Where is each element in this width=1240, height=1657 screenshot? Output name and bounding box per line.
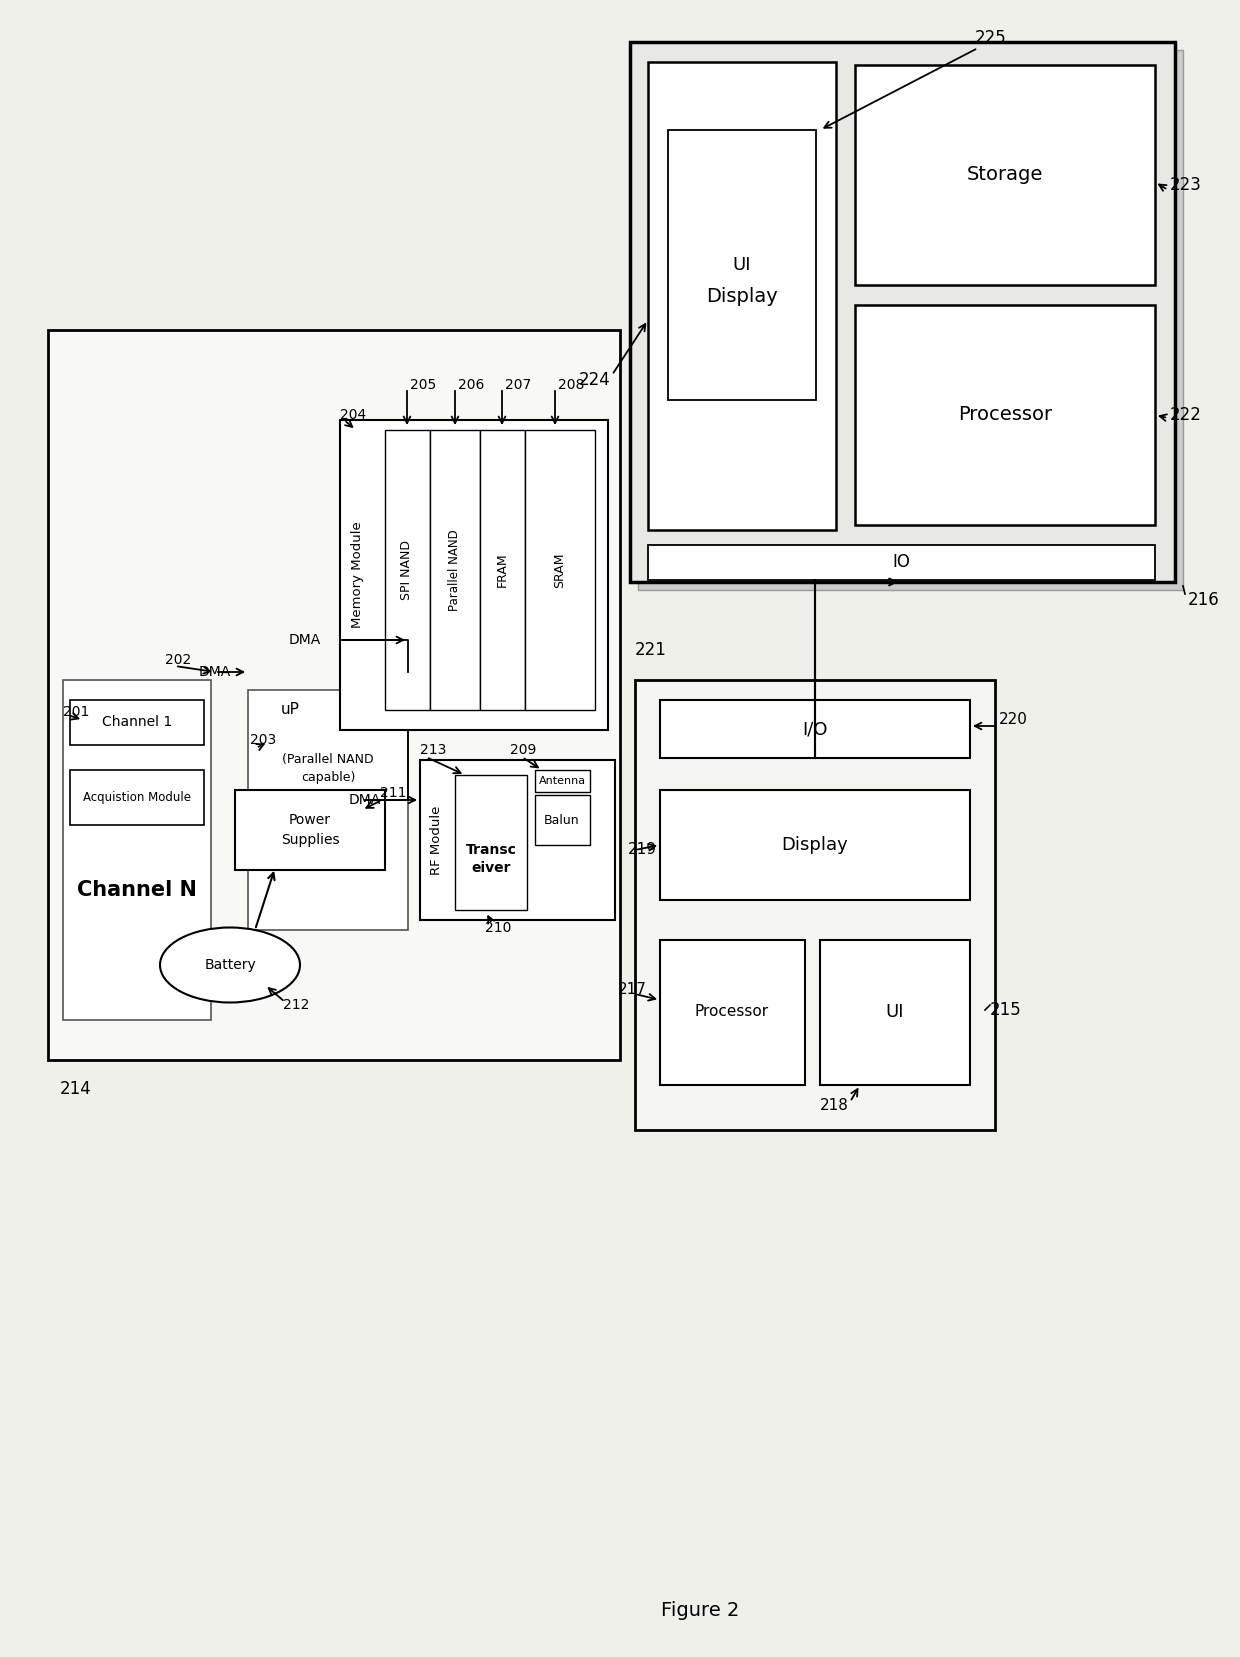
- Bar: [660, 790, 970, 900]
- Text: capable): capable): [301, 772, 355, 784]
- Text: 207: 207: [505, 378, 531, 393]
- Text: FRAM: FRAM: [496, 553, 508, 587]
- Bar: [69, 699, 205, 746]
- Text: IO: IO: [892, 553, 910, 572]
- Text: Processor: Processor: [694, 1004, 769, 1019]
- Text: 215: 215: [990, 1001, 1022, 1019]
- Text: 213: 213: [420, 742, 446, 757]
- Bar: [668, 129, 816, 399]
- Text: 202: 202: [165, 653, 191, 668]
- Text: (Parallel NAND: (Parallel NAND: [283, 754, 373, 767]
- Text: 218: 218: [820, 1097, 849, 1112]
- Bar: [48, 330, 620, 1060]
- Text: Memory Module: Memory Module: [351, 522, 365, 628]
- Text: eiver: eiver: [471, 862, 511, 875]
- Bar: [534, 795, 590, 845]
- Text: Parallel NAND: Parallel NAND: [449, 529, 461, 611]
- Bar: [649, 545, 1154, 580]
- Text: 220: 220: [999, 713, 1028, 727]
- Bar: [630, 41, 1176, 582]
- Text: 217: 217: [618, 983, 647, 998]
- Text: 206: 206: [458, 378, 485, 393]
- Text: 214: 214: [60, 1080, 92, 1099]
- Text: 211: 211: [379, 785, 407, 800]
- Text: I/O: I/O: [802, 721, 828, 737]
- Text: 222: 222: [1171, 406, 1202, 424]
- Text: UI: UI: [733, 255, 751, 273]
- Text: 216: 216: [1188, 592, 1220, 610]
- Text: 224: 224: [578, 371, 610, 389]
- Text: Storage: Storage: [967, 166, 1043, 184]
- Bar: [430, 431, 480, 709]
- Bar: [236, 790, 384, 870]
- Text: 219: 219: [627, 842, 657, 858]
- Text: 223: 223: [1171, 176, 1202, 194]
- Text: Transc: Transc: [465, 843, 516, 857]
- Bar: [649, 61, 836, 530]
- Text: Antenna: Antenna: [538, 775, 585, 785]
- Text: 209: 209: [510, 742, 537, 757]
- Text: uP: uP: [280, 703, 299, 717]
- Text: 203: 203: [250, 732, 277, 747]
- Bar: [525, 431, 595, 709]
- Text: DMA: DMA: [289, 633, 321, 646]
- Text: 212: 212: [283, 998, 309, 1012]
- Bar: [820, 940, 970, 1085]
- Text: Supplies: Supplies: [280, 833, 340, 847]
- Text: DMA: DMA: [198, 664, 231, 679]
- Bar: [534, 771, 590, 792]
- Text: 204: 204: [340, 408, 366, 423]
- Bar: [455, 775, 527, 910]
- Text: Display: Display: [781, 837, 848, 853]
- Bar: [660, 940, 805, 1085]
- Ellipse shape: [160, 928, 300, 1002]
- Bar: [639, 50, 1183, 590]
- Text: Balun: Balun: [544, 814, 580, 827]
- Text: Channel N: Channel N: [77, 880, 197, 900]
- Bar: [63, 679, 211, 1021]
- Text: 225: 225: [975, 30, 1007, 46]
- Bar: [248, 689, 408, 930]
- Text: 208: 208: [558, 378, 584, 393]
- Text: 210: 210: [485, 921, 511, 935]
- Text: Figure 2: Figure 2: [661, 1601, 739, 1619]
- Text: Processor: Processor: [959, 406, 1052, 424]
- Text: SRAM: SRAM: [553, 552, 567, 588]
- Text: 221: 221: [635, 641, 667, 659]
- Bar: [69, 771, 205, 825]
- Bar: [384, 431, 430, 709]
- Bar: [635, 679, 994, 1130]
- Bar: [856, 65, 1154, 285]
- Text: Power: Power: [289, 814, 331, 827]
- Text: Channel 1: Channel 1: [102, 716, 172, 729]
- Text: RF Module: RF Module: [429, 805, 443, 875]
- Text: Acquistion Module: Acquistion Module: [83, 790, 191, 804]
- Text: 201: 201: [63, 704, 89, 719]
- Text: 205: 205: [410, 378, 436, 393]
- Text: UI: UI: [885, 1002, 904, 1021]
- Text: Display: Display: [706, 287, 777, 305]
- Bar: [856, 305, 1154, 525]
- Bar: [660, 699, 970, 757]
- Bar: [420, 761, 615, 920]
- Bar: [480, 431, 525, 709]
- Text: SPI NAND: SPI NAND: [401, 540, 413, 600]
- Bar: [340, 419, 608, 731]
- Text: Battery: Battery: [205, 958, 255, 973]
- Text: DMA: DMA: [348, 794, 381, 807]
